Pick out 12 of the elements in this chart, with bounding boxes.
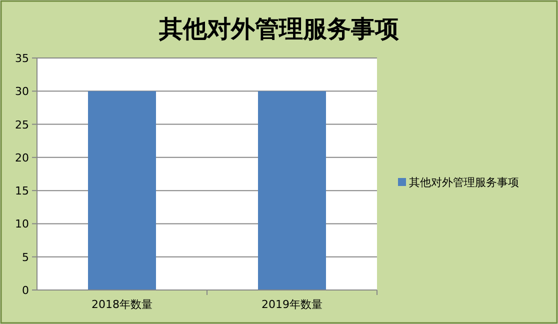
y-tick-label: 0 — [22, 284, 29, 297]
legend-label: 其他对外管理服务事项 — [409, 176, 519, 189]
y-tick-label: 25 — [15, 118, 29, 132]
x-tick-label: 2018年数量 — [92, 298, 152, 311]
y-tick-label: 35 — [15, 52, 29, 65]
y-tick-label: 30 — [15, 85, 29, 98]
y-tick-label: 20 — [15, 151, 29, 164]
y-tick-label: 15 — [15, 184, 29, 198]
y-tick-label: 10 — [15, 218, 29, 231]
y-tick-label: 5 — [22, 250, 29, 264]
x-tick-label: 2019年数量 — [262, 298, 322, 311]
chart-title: 其他对外管理服务事项 — [158, 14, 399, 43]
